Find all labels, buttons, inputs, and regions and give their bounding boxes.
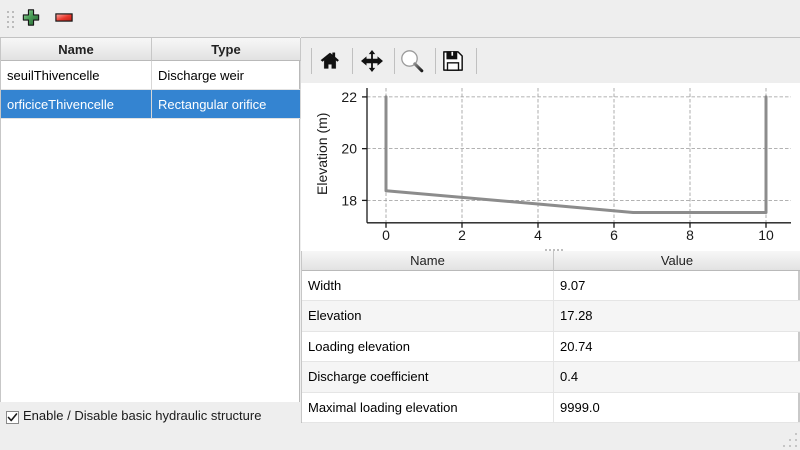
svg-text:4: 4 [534,227,542,243]
svg-text:8: 8 [686,227,694,243]
svg-text:6: 6 [610,227,618,243]
svg-text:2: 2 [458,227,466,243]
svg-text:0: 0 [382,227,390,243]
svg-text:22: 22 [341,89,357,105]
svg-text:20: 20 [341,141,357,157]
svg-text:10: 10 [758,227,774,243]
svg-text:18: 18 [341,192,357,208]
